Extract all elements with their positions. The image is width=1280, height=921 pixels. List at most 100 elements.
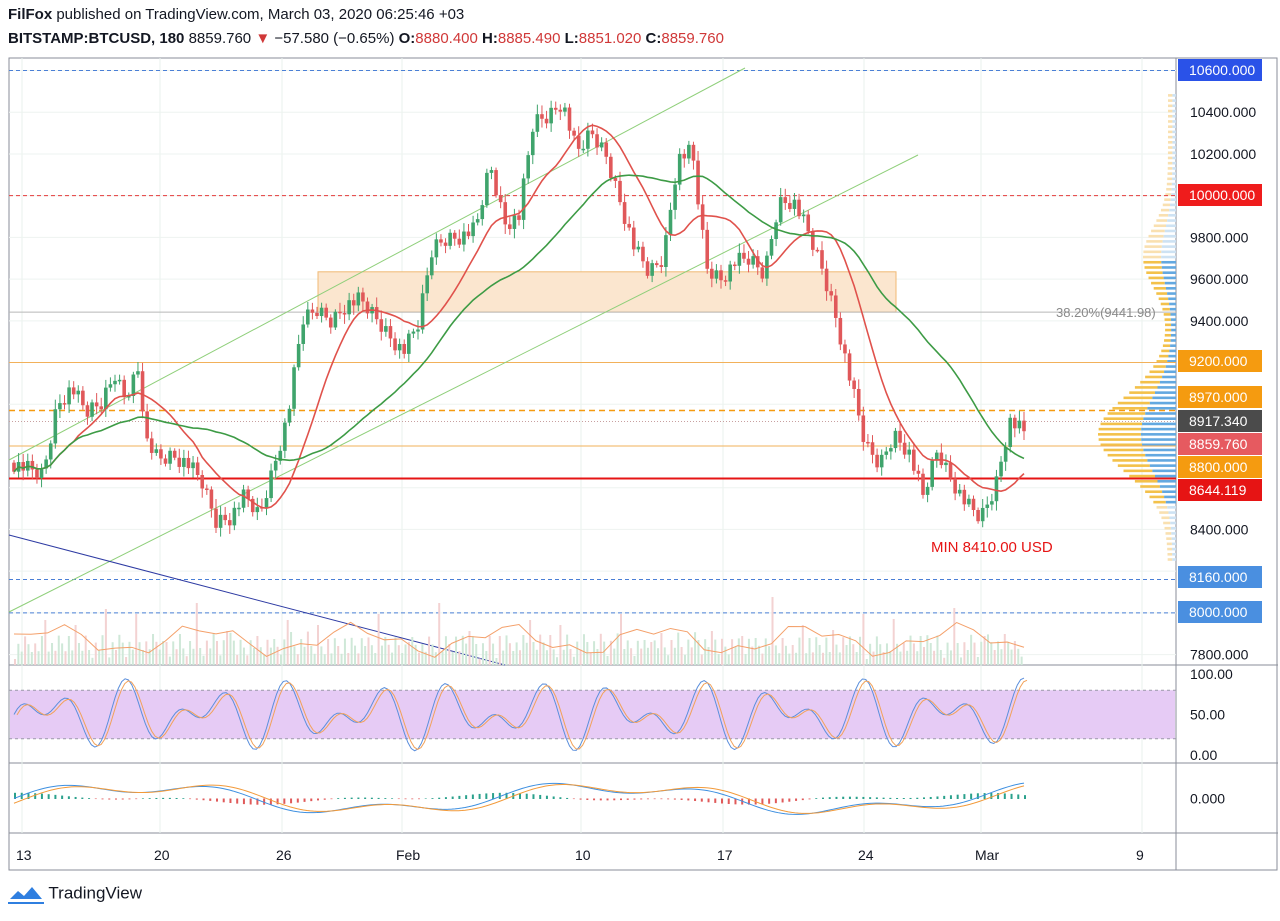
candle-body bbox=[820, 250, 824, 269]
price-label-text: 8859.760 bbox=[1189, 436, 1248, 452]
macd-histogram-bar bbox=[357, 797, 360, 799]
time-tick-label: 24 bbox=[858, 847, 874, 863]
volume-bar bbox=[623, 649, 626, 665]
candle-body bbox=[976, 509, 980, 522]
candle-body bbox=[907, 449, 912, 455]
volume-profile-bar bbox=[1107, 453, 1146, 457]
candle-body bbox=[879, 454, 884, 468]
macd-histogram-bar bbox=[276, 798, 279, 805]
volume-profile-bar bbox=[1167, 547, 1173, 551]
volume-bar bbox=[956, 643, 959, 665]
volume-profile-bar bbox=[1167, 360, 1176, 363]
volume-bar bbox=[906, 650, 909, 665]
volume-bar bbox=[848, 636, 851, 665]
volume-bar bbox=[330, 653, 333, 665]
macd-histogram-bar bbox=[525, 793, 528, 799]
volume-bar bbox=[421, 644, 424, 665]
candle-body bbox=[44, 459, 48, 469]
candle-body bbox=[172, 450, 177, 458]
volume-bar bbox=[882, 652, 885, 665]
volume-bar bbox=[875, 636, 878, 665]
volume-profile-bar bbox=[1153, 500, 1166, 504]
macd-histogram-bar bbox=[343, 797, 346, 799]
volume-bar bbox=[1013, 641, 1016, 665]
volume-bar bbox=[172, 641, 175, 665]
candle-body bbox=[407, 333, 411, 354]
brand[interactable]: TradingView bbox=[8, 883, 142, 905]
volume-profile-bar bbox=[1164, 229, 1176, 233]
volume-profile-bar bbox=[1172, 172, 1176, 175]
candle-body bbox=[682, 153, 687, 159]
candle-body bbox=[838, 317, 843, 345]
candle-body bbox=[1013, 417, 1017, 429]
volume-bar bbox=[667, 655, 670, 665]
downtrend-line bbox=[8, 534, 506, 666]
macd-histogram-bar bbox=[734, 798, 737, 805]
volume-bar bbox=[401, 653, 404, 665]
candle-body bbox=[631, 227, 636, 250]
macd-histogram-bar bbox=[465, 795, 468, 799]
volume-profile-bar bbox=[1166, 187, 1172, 191]
volume-bar bbox=[242, 647, 245, 665]
volume-bar bbox=[384, 637, 387, 665]
volume-bar bbox=[751, 646, 754, 665]
volume-profile-bar bbox=[1172, 552, 1176, 556]
candle-body bbox=[498, 195, 503, 203]
volume-bar bbox=[589, 653, 592, 665]
candle-body bbox=[723, 280, 728, 282]
volume-bar bbox=[1003, 634, 1006, 665]
candle-body bbox=[788, 203, 792, 209]
price-chart[interactable]: 38.20%(9441.98) MIN 8410.00 USD 10400.000 1… bbox=[0, 0, 1280, 880]
volume-bar bbox=[556, 657, 559, 665]
candle-body bbox=[792, 199, 797, 209]
candle-body bbox=[526, 155, 530, 179]
candle-body bbox=[94, 402, 99, 407]
volume-bar bbox=[111, 642, 114, 665]
volume-bar bbox=[704, 639, 707, 665]
candle-body bbox=[480, 205, 485, 220]
stoch-tick-label: 50.00 bbox=[1190, 707, 1225, 723]
volume-bar bbox=[929, 643, 932, 665]
candle-body bbox=[797, 199, 801, 217]
macd-histogram-bar bbox=[236, 798, 239, 804]
candle-body bbox=[466, 231, 471, 237]
volume-bar bbox=[896, 643, 899, 665]
volume-profile-bar bbox=[1162, 271, 1176, 274]
macd-histogram-bar bbox=[1010, 793, 1013, 799]
volume-profile-bar bbox=[1149, 495, 1165, 499]
macd-histogram-bar bbox=[781, 798, 784, 803]
volume-profile-bar bbox=[1167, 151, 1173, 155]
candle-body bbox=[893, 430, 898, 449]
volume-bar bbox=[976, 657, 979, 665]
macd-histogram-bar bbox=[687, 798, 690, 801]
volume-bar bbox=[81, 650, 84, 665]
volume-profile-bar bbox=[1141, 427, 1176, 431]
volume-profile-bar bbox=[1171, 323, 1176, 327]
volume-bar bbox=[768, 646, 771, 665]
volume-bar bbox=[313, 653, 316, 665]
macd-histogram-bar bbox=[81, 797, 84, 799]
candle-body bbox=[246, 489, 250, 499]
volume-profile-bar bbox=[1123, 396, 1153, 400]
volume-profile-bar bbox=[1161, 260, 1176, 264]
volume-bar bbox=[559, 625, 562, 665]
volume-bar bbox=[51, 643, 54, 665]
macd-histogram-bar bbox=[189, 798, 192, 800]
author-name[interactable]: FilFox bbox=[8, 6, 53, 23]
candle-body bbox=[452, 232, 457, 239]
candle-body bbox=[76, 390, 81, 395]
macd-histogram-bar bbox=[229, 798, 232, 803]
volume-profile-bar bbox=[1149, 370, 1165, 374]
volume-bar bbox=[936, 635, 939, 665]
stoch-tick-label: 0.00 bbox=[1190, 747, 1217, 763]
macd-histogram-bar bbox=[505, 792, 508, 799]
price-label-text: 8644.119 bbox=[1189, 482, 1247, 498]
symbol-name[interactable]: BITSTAMP:BTCUSD, 180 bbox=[8, 30, 185, 47]
volume-bar bbox=[670, 640, 673, 665]
candle-body bbox=[154, 449, 159, 453]
volume-profile-bar bbox=[1172, 99, 1176, 102]
candle-body bbox=[829, 291, 833, 296]
candle-body bbox=[925, 486, 930, 495]
volume-profile-bar bbox=[1123, 469, 1153, 473]
volume-bar bbox=[290, 632, 293, 665]
